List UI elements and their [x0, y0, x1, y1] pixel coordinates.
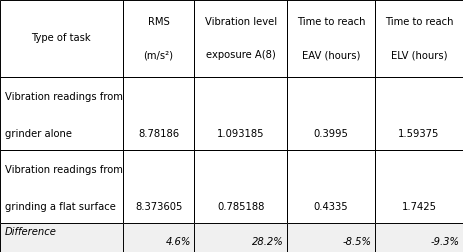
Text: 1.59375: 1.59375: [398, 129, 440, 139]
Text: Vibration readings from: Vibration readings from: [5, 165, 123, 175]
Bar: [123, 223, 194, 252]
Bar: [0, 223, 123, 252]
Bar: [123, 223, 194, 252]
Text: 1.093185: 1.093185: [217, 129, 264, 139]
Text: Vibration level: Vibration level: [205, 17, 277, 26]
Text: ELV (hours): ELV (hours): [391, 50, 447, 60]
Bar: [375, 77, 463, 150]
Bar: [287, 223, 375, 252]
Bar: [287, 150, 375, 223]
Text: 28.2%: 28.2%: [251, 237, 283, 247]
Text: 4.6%: 4.6%: [165, 237, 191, 247]
Bar: [375, 150, 463, 223]
Text: 0.4335: 0.4335: [314, 202, 348, 212]
Bar: [123, 77, 194, 150]
Text: Vibration readings from: Vibration readings from: [5, 91, 123, 102]
Bar: [123, 150, 194, 223]
Bar: [287, 77, 375, 150]
Text: 8.373605: 8.373605: [135, 202, 182, 212]
Text: 1.7425: 1.7425: [401, 202, 437, 212]
Text: Time to reach: Time to reach: [297, 17, 365, 26]
Text: grinder alone: grinder alone: [5, 129, 72, 139]
Bar: [194, 223, 287, 252]
Text: RMS: RMS: [148, 17, 169, 26]
Bar: [194, 77, 287, 150]
Bar: [123, 0, 194, 77]
Text: EAV (hours): EAV (hours): [302, 50, 360, 60]
Text: Difference: Difference: [5, 227, 56, 237]
Bar: [194, 223, 287, 252]
Text: grinding a flat surface: grinding a flat surface: [5, 202, 115, 212]
Text: 8.78186: 8.78186: [138, 129, 179, 139]
Text: -8.5%: -8.5%: [342, 237, 371, 247]
Bar: [375, 223, 463, 252]
Bar: [194, 0, 287, 77]
Bar: [375, 0, 463, 77]
Bar: [0, 0, 123, 77]
Text: Time to reach: Time to reach: [385, 17, 453, 26]
Text: (m/s²): (m/s²): [144, 50, 174, 60]
Bar: [194, 150, 287, 223]
Text: Type of task: Type of task: [31, 34, 91, 43]
Bar: [375, 223, 463, 252]
Bar: [287, 223, 375, 252]
Text: -9.3%: -9.3%: [430, 237, 459, 247]
Text: 0.785188: 0.785188: [217, 202, 264, 212]
Text: 0.3995: 0.3995: [313, 129, 349, 139]
Bar: [0, 150, 123, 223]
Text: exposure A(8): exposure A(8): [206, 50, 275, 60]
Bar: [287, 0, 375, 77]
Bar: [0, 223, 123, 252]
Bar: [0, 77, 123, 150]
